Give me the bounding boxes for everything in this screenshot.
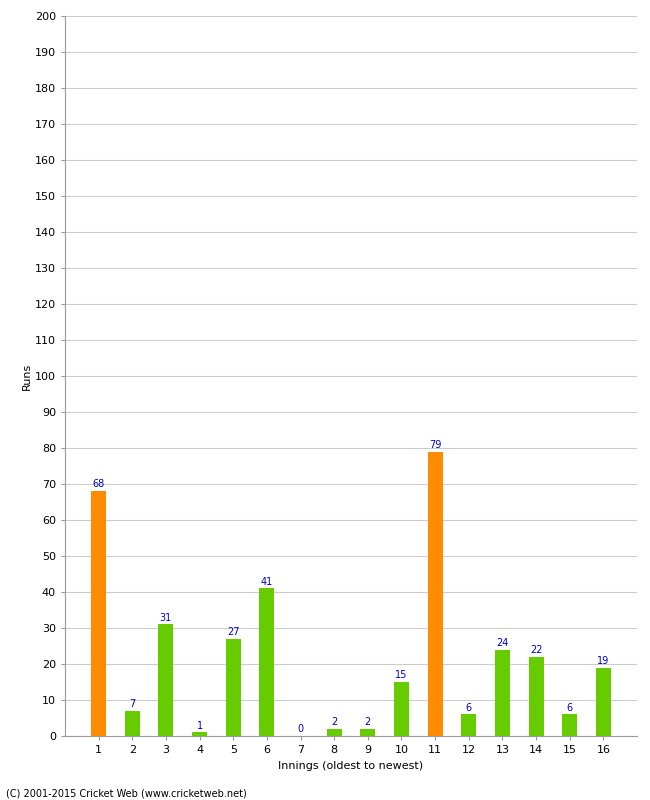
Text: 15: 15 <box>395 670 408 680</box>
Bar <box>562 714 577 736</box>
Text: 31: 31 <box>160 613 172 622</box>
Bar <box>125 711 140 736</box>
Text: 79: 79 <box>429 440 441 450</box>
Text: 2: 2 <box>365 717 371 727</box>
Bar <box>326 729 342 736</box>
Bar <box>462 714 476 736</box>
Text: 0: 0 <box>298 724 304 734</box>
Text: 27: 27 <box>227 627 239 637</box>
Text: 7: 7 <box>129 699 135 709</box>
Bar <box>259 589 274 736</box>
Text: 2: 2 <box>331 717 337 727</box>
Text: 41: 41 <box>261 577 273 586</box>
Text: 68: 68 <box>92 479 105 490</box>
Text: 6: 6 <box>466 702 472 713</box>
Bar <box>528 657 543 736</box>
Bar <box>495 650 510 736</box>
Bar <box>192 733 207 736</box>
Bar <box>596 667 611 736</box>
Bar <box>428 451 443 736</box>
Bar <box>226 638 240 736</box>
Bar <box>394 682 409 736</box>
Text: 24: 24 <box>496 638 509 648</box>
X-axis label: Innings (oldest to newest): Innings (oldest to newest) <box>278 761 424 770</box>
Bar <box>360 729 376 736</box>
Text: (C) 2001-2015 Cricket Web (www.cricketweb.net): (C) 2001-2015 Cricket Web (www.cricketwe… <box>6 788 247 798</box>
Text: 19: 19 <box>597 656 610 666</box>
Y-axis label: Runs: Runs <box>22 362 32 390</box>
Bar <box>91 491 106 736</box>
Bar <box>159 624 174 736</box>
Text: 6: 6 <box>567 702 573 713</box>
Text: 22: 22 <box>530 645 542 655</box>
Text: 1: 1 <box>196 721 203 730</box>
